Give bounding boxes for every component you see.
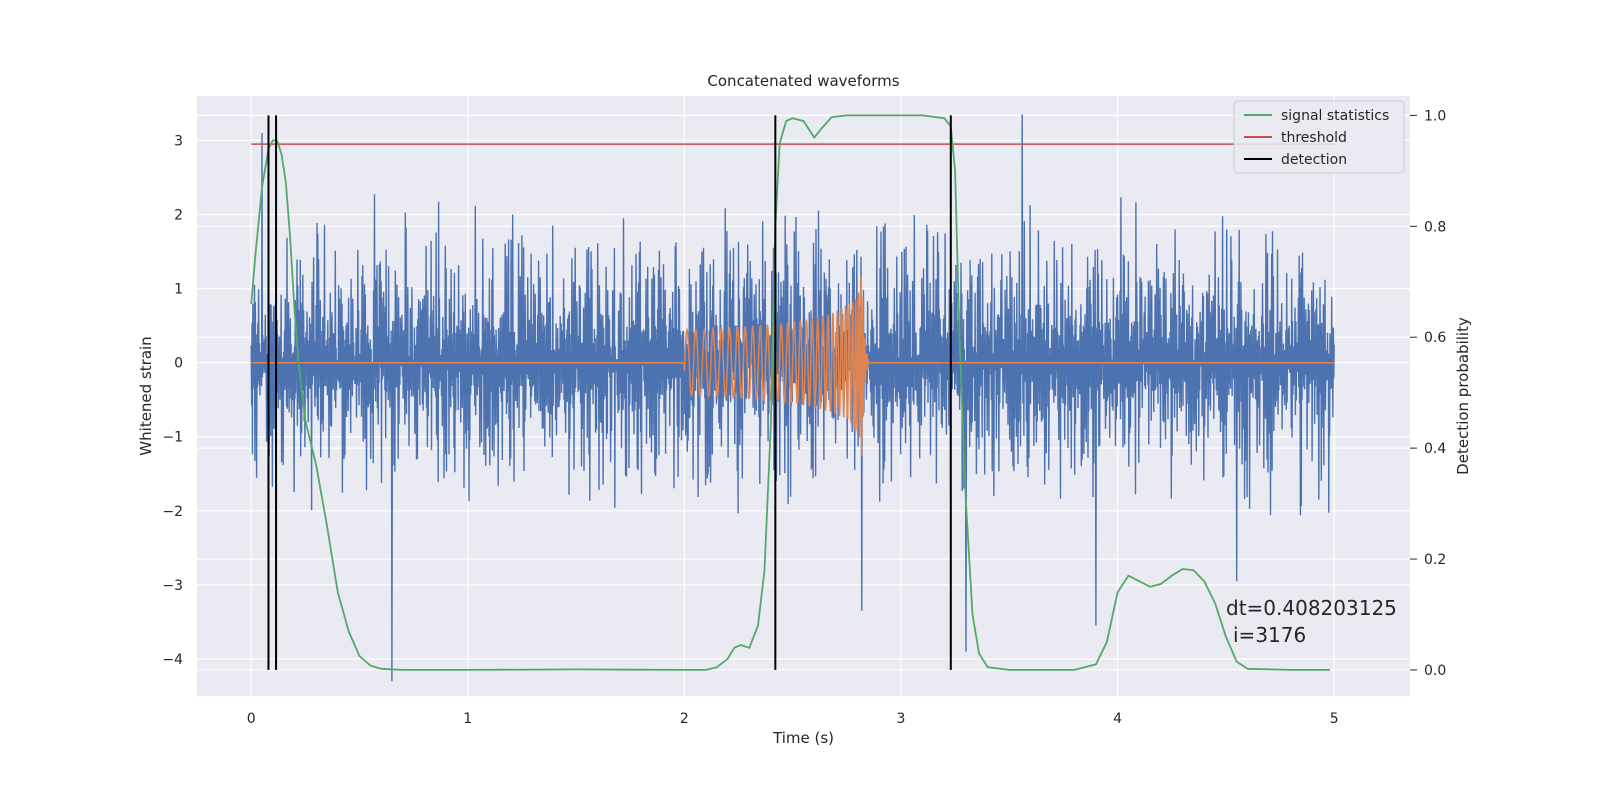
- x-tick-label: 1: [463, 711, 472, 727]
- x-axis-label: Time (s): [772, 729, 834, 747]
- y2-tick-label: 1.0: [1424, 108, 1446, 124]
- y-tick-label: −3: [162, 578, 183, 594]
- y-tick-label: 2: [174, 208, 183, 224]
- annotation-i: i=3176: [1233, 623, 1306, 647]
- legend-box: [1233, 100, 1405, 174]
- x-tick-label: 0: [247, 711, 256, 727]
- legend: signal statistics threshold detection: [1233, 100, 1405, 174]
- template-line: [251, 277, 1335, 457]
- y2-tick-label: 0.6: [1424, 330, 1446, 346]
- x-tick-label: 5: [1330, 711, 1339, 727]
- legend-label: signal statistics: [1281, 108, 1389, 124]
- y2-tick-label: 0.0: [1424, 663, 1446, 679]
- y-tick-label: −2: [162, 504, 183, 520]
- y2-axis-label: Detection probability: [1454, 317, 1472, 475]
- x-tick-label: 4: [1113, 711, 1122, 727]
- y-axis-ticks: −4 −3 −2 −1 0 1 2 3: [162, 133, 183, 668]
- chart-title: Concatenated waveforms: [707, 72, 899, 90]
- plot-area: [250, 114, 1335, 682]
- x-tick-label: 2: [680, 711, 689, 727]
- x-axis-ticks: 0 1 2 3 4 5: [247, 711, 1339, 727]
- y-tick-label: 3: [174, 133, 183, 149]
- legend-label: threshold: [1281, 130, 1347, 146]
- y2-tick-label: 0.8: [1424, 219, 1446, 235]
- annotation: dt=0.408203125 i=3176: [1226, 596, 1397, 647]
- y2-tick-label: 0.2: [1424, 552, 1446, 568]
- y2-tick-label: 0.4: [1424, 441, 1446, 457]
- y-tick-label: −1: [162, 430, 183, 446]
- y-tick-label: 0: [174, 356, 183, 372]
- y2-axis-ticks: 0.0 0.2 0.4 0.6 0.8 1.0: [1410, 108, 1446, 679]
- annotation-dt: dt=0.408203125: [1226, 596, 1397, 620]
- signal-statistics-line: [250, 114, 1330, 671]
- y-tick-label: 1: [174, 282, 183, 298]
- y-axis-label: Whitened strain: [137, 336, 155, 455]
- x-tick-label: 3: [897, 711, 906, 727]
- legend-label: detection: [1281, 152, 1347, 168]
- y-tick-label: −4: [162, 652, 183, 668]
